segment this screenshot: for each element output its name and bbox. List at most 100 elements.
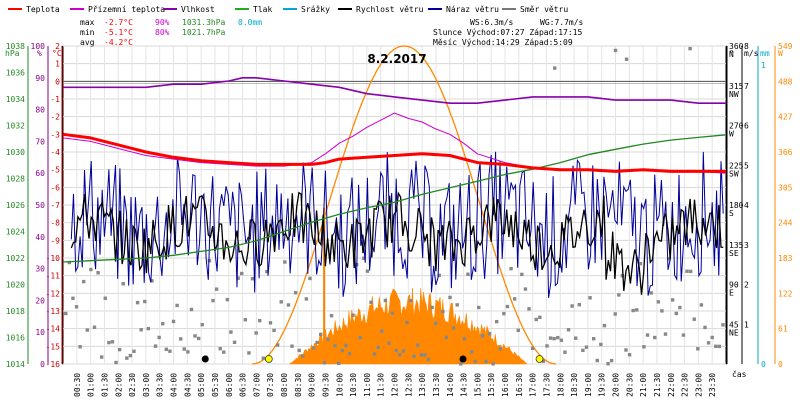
hpa-tick-label: 1018 — [6, 307, 25, 316]
x-tick-label: 10:30 — [349, 373, 358, 397]
wind-direction-point — [117, 347, 122, 352]
wind-direction-point — [430, 305, 434, 310]
temp-tick-label: -3 — [50, 130, 60, 139]
x-tick-label: 17:00 — [529, 373, 538, 397]
wind-direction-point — [319, 332, 323, 337]
x-tick-label: 07:00 — [252, 373, 261, 397]
wind-direction-point — [656, 300, 661, 304]
direction-label: SW — [729, 169, 739, 178]
ms-tick-label: 2 — [744, 281, 749, 290]
legend-label: Směr větru — [520, 5, 568, 14]
wind-direction-point — [477, 305, 481, 310]
w-tick-label: 549 — [778, 42, 793, 51]
wind-direction-point — [599, 342, 603, 347]
wind-direction-point — [423, 353, 427, 357]
temp-tick-label: -16 — [46, 360, 61, 369]
temp-tick-label: -15 — [46, 342, 61, 351]
wind-direction-point — [139, 328, 143, 332]
wind-direction-point — [153, 344, 158, 348]
x-tick-label: 20:30 — [625, 373, 634, 397]
wind-direction-point — [394, 348, 398, 353]
wind-direction-point — [638, 261, 643, 266]
wind-direction-point — [466, 272, 470, 276]
wind-direction-point — [692, 317, 696, 321]
wind-direction-point — [286, 303, 291, 307]
theoretical-solar-curve — [252, 45, 557, 365]
deg-tick-label: 180 — [729, 201, 744, 210]
wind-direction-point — [254, 331, 258, 335]
x-tick-label: 15:00 — [473, 373, 482, 397]
wind-direction-point — [329, 314, 334, 318]
wind-direction-point — [85, 328, 90, 332]
pct-axis-label: % — [37, 49, 42, 58]
temp-tick-label: 1 — [55, 60, 60, 69]
temp-tick-label: -4 — [50, 148, 60, 157]
wind-direction-point — [322, 361, 327, 365]
pct-tick-label: 20 — [35, 296, 45, 305]
wind-direction-point — [376, 345, 380, 350]
x-tick-label: 01:30 — [100, 373, 109, 397]
wind-direction-point — [534, 317, 538, 322]
x-tick-label: 09:00 — [308, 373, 317, 397]
x-tick-label: 07:30 — [266, 373, 275, 397]
wind-direction-point — [265, 269, 269, 274]
hpa-tick-label: 1036 — [6, 69, 25, 78]
wind-direction-point — [538, 315, 542, 320]
wind-direction-point — [146, 326, 151, 331]
x-tick-label: 19:30 — [598, 373, 607, 397]
wind-direction-point — [336, 361, 341, 366]
wind-direction-point — [340, 348, 344, 353]
wind-direction-point — [161, 322, 165, 326]
wind-direction-point — [132, 349, 136, 353]
x-tick-label: 05:30 — [211, 373, 220, 397]
wind-direction-point — [333, 344, 337, 348]
wind-direction-point — [714, 344, 718, 349]
wind-direction-point — [706, 341, 711, 345]
temp-tick-label: -7 — [50, 201, 60, 210]
w-tick-label: 122 — [778, 289, 793, 298]
wind-direction-point — [491, 362, 495, 366]
wind-direction-point — [240, 271, 244, 276]
wind-direction-point — [283, 260, 287, 264]
wind-direction-point — [247, 351, 251, 355]
wind-direction-point — [602, 323, 607, 328]
wind-direction-point — [82, 279, 86, 284]
wind-direction-point — [107, 340, 111, 345]
stat-min-temp: -5.1°C — [104, 28, 133, 37]
wind-direction-point — [512, 297, 517, 301]
stat-avg-label: avg — [80, 38, 95, 47]
temp-tick-label: -8 — [50, 219, 60, 228]
wind-direction-point — [441, 309, 445, 314]
x-tick-label: 18:00 — [556, 373, 565, 397]
direction-label: NW — [729, 90, 739, 99]
wind-direction-point — [635, 308, 639, 312]
wind-direction-point — [530, 346, 535, 351]
wind-direction-point — [304, 297, 309, 301]
wind-direction-point — [196, 336, 201, 341]
w-tick-label: 488 — [778, 77, 793, 86]
x-tick-label: 06:30 — [239, 373, 248, 397]
left-axes: 1014101610181020102210241026102810301032… — [5, 42, 63, 369]
wind-direction-point — [649, 291, 653, 295]
wind-direction-point — [509, 266, 513, 271]
wind-direction-point — [243, 318, 248, 322]
wind-direction-point — [412, 354, 416, 358]
x-tick-label: 08:00 — [280, 373, 289, 397]
wind-direction-point — [448, 295, 452, 300]
wind-direction-point — [663, 332, 668, 336]
wind-direction-point — [268, 321, 273, 325]
wind-direction-point — [89, 267, 93, 272]
wind-direction-point — [455, 303, 459, 307]
wind-direction-point — [275, 343, 280, 347]
x-tick-label: 18:30 — [570, 373, 579, 397]
wind-direction-point — [250, 277, 255, 281]
w-axis-label: W — [778, 49, 783, 58]
wind-direction-point — [96, 271, 100, 275]
x-axis-unit: čas — [732, 369, 747, 379]
x-tick-label: 09:30 — [321, 373, 330, 397]
wind-direction-point — [168, 349, 172, 353]
ms-tick-label: 3 — [744, 241, 749, 250]
wind-direction-point — [200, 322, 204, 327]
wind-direction-point — [383, 298, 388, 303]
x-tick-label: 14:00 — [446, 373, 455, 397]
